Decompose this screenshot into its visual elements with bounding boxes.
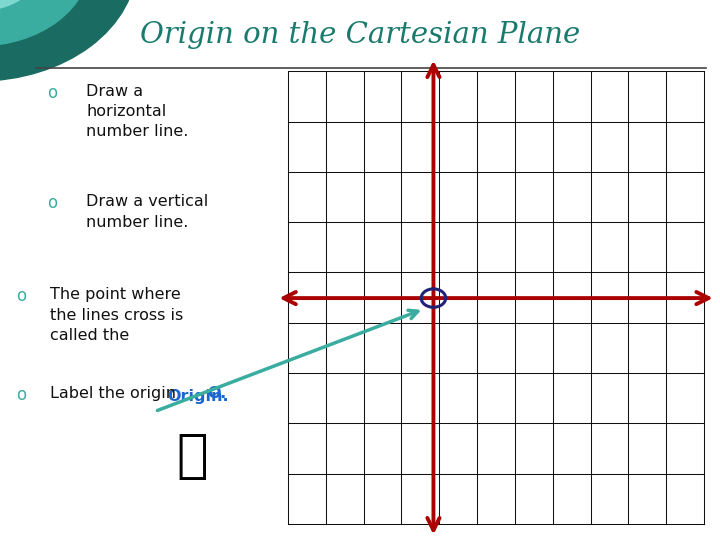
Text: o: o <box>47 194 57 212</box>
Text: 🕷: 🕷 <box>176 430 208 482</box>
Text: o: o <box>16 386 26 404</box>
Text: Draw a
horizontal
number line.: Draw a horizontal number line. <box>86 84 189 139</box>
Text: Label the origin: Label the origin <box>50 386 181 401</box>
Text: The point where
the lines cross is
called the: The point where the lines cross is calle… <box>50 287 184 343</box>
Circle shape <box>0 0 137 81</box>
Text: Origin on the Cartesian Plane: Origin on the Cartesian Plane <box>140 21 580 49</box>
Circle shape <box>0 0 43 11</box>
Circle shape <box>0 0 90 46</box>
Text: Origin.: Origin. <box>167 389 229 404</box>
Text: Draw a vertical
number line.: Draw a vertical number line. <box>86 194 209 230</box>
Text: o: o <box>47 84 57 102</box>
Text: O.: O. <box>207 386 227 401</box>
Text: o: o <box>16 287 26 305</box>
